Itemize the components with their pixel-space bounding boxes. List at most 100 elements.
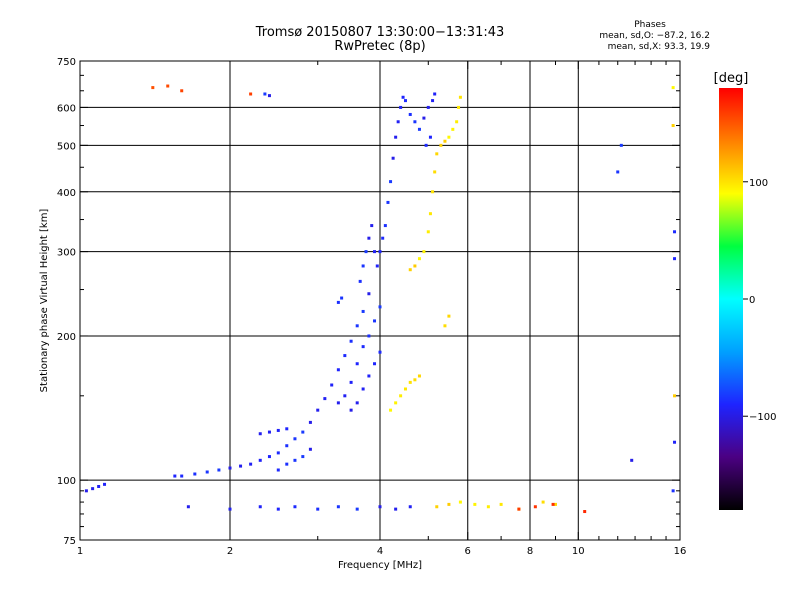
data-point — [336, 401, 340, 405]
data-point — [263, 92, 267, 96]
data-point — [293, 505, 297, 509]
data-point — [443, 139, 447, 143]
data-point — [458, 95, 462, 99]
data-point — [671, 124, 675, 128]
data-point — [671, 86, 675, 90]
data-point — [361, 309, 365, 313]
data-point — [103, 482, 107, 486]
data-point — [408, 380, 412, 384]
data-point — [355, 401, 359, 405]
data-point — [378, 505, 382, 509]
data-point — [378, 250, 382, 254]
data-point — [217, 468, 221, 472]
data-point — [301, 455, 305, 459]
data-point — [97, 484, 101, 488]
data-point — [358, 279, 362, 283]
data-point — [258, 432, 262, 436]
data-point — [428, 135, 432, 139]
data-point — [367, 292, 371, 296]
data-point — [276, 451, 280, 455]
x-axis: 1 2 4 6 8 10 16 — [77, 61, 687, 557]
data-point — [91, 487, 95, 491]
data-point — [258, 458, 262, 462]
data-point — [267, 455, 271, 459]
phase-stats: Phases mean, sd,O: −87.2, 16.2 mean, sd,… — [590, 20, 710, 53]
data-point — [426, 230, 430, 234]
data-point — [367, 374, 371, 378]
y-tick-label: 100 — [57, 476, 76, 487]
data-point — [383, 224, 387, 228]
data-point — [267, 430, 271, 434]
data-point — [367, 334, 371, 338]
data-point — [180, 474, 184, 478]
data-point — [361, 264, 365, 268]
grid-lines — [80, 61, 680, 540]
data-point — [186, 505, 190, 509]
data-point — [228, 507, 232, 511]
data-point — [399, 394, 403, 398]
data-point — [276, 507, 280, 511]
data-point — [433, 92, 437, 96]
data-point — [340, 296, 344, 300]
y-axis: 75 100 200 300 400 500 600 750 — [57, 57, 680, 547]
phase-stats-o: mean, sd,O: −87.2, 16.2 — [599, 31, 710, 41]
data-point — [205, 470, 209, 474]
data-point — [401, 95, 405, 99]
y-tick-label: 300 — [57, 248, 76, 259]
data-point — [373, 362, 377, 366]
x-tick-label: 16 — [674, 546, 687, 557]
data-point — [541, 500, 545, 504]
data-point — [551, 502, 555, 506]
data-point — [671, 489, 675, 493]
data-point — [499, 502, 503, 506]
data-point — [673, 440, 677, 444]
y-tick-label: 75 — [63, 536, 76, 547]
data-point — [396, 120, 400, 124]
data-point — [394, 507, 398, 511]
data-point — [343, 354, 347, 358]
data-point — [389, 180, 393, 184]
data-point — [276, 468, 280, 472]
data-point — [151, 86, 155, 90]
data-point — [435, 152, 439, 156]
data-point — [367, 236, 371, 240]
data-point — [673, 257, 677, 261]
data-point — [364, 250, 368, 254]
data-point — [308, 420, 312, 424]
phase-stats-heading: Phases — [634, 20, 666, 30]
data-point — [533, 505, 537, 509]
chart-title-block: Tromsø 20150807 13:30:00−13:31:43 RwPret… — [200, 26, 560, 54]
data-point — [451, 127, 455, 131]
data-point — [336, 505, 340, 509]
data-point — [403, 99, 407, 103]
data-point — [355, 362, 359, 366]
data-point — [447, 135, 451, 139]
colorbar-gradient — [719, 88, 743, 510]
data-point — [267, 94, 271, 98]
data-point — [276, 428, 280, 432]
data-point — [673, 230, 677, 234]
data-point — [616, 170, 620, 174]
data-point — [180, 89, 184, 93]
x-tick-label: 6 — [465, 546, 471, 557]
data-point — [422, 250, 426, 254]
chart-title: Tromsø 20150807 13:30:00−13:31:43 — [255, 25, 505, 40]
data-point — [239, 464, 243, 468]
data-point — [458, 500, 462, 504]
data-point — [439, 143, 443, 147]
data-point — [249, 462, 253, 466]
data-point — [403, 387, 407, 391]
data-point — [361, 387, 365, 391]
data-point — [373, 319, 377, 323]
data-point — [428, 212, 432, 216]
data-point — [673, 394, 677, 398]
data-point — [361, 345, 365, 349]
data-point — [553, 502, 557, 506]
chart-subtitle: RwPretec (8p) — [334, 39, 426, 54]
y-axis-label: Stationary phase Virtual Height [km] — [39, 209, 50, 393]
data-point — [583, 510, 587, 514]
data-point — [630, 458, 634, 462]
data-point — [228, 466, 232, 470]
data-point — [336, 368, 340, 372]
